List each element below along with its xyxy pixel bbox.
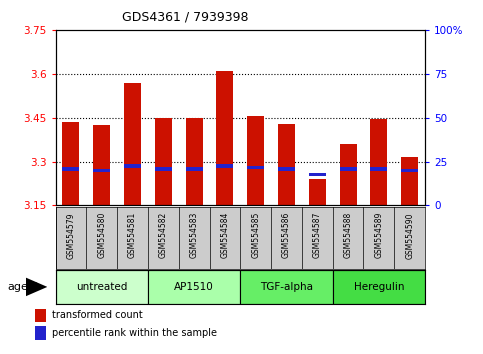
Bar <box>401 169 418 172</box>
Bar <box>278 167 295 171</box>
Text: GSM554590: GSM554590 <box>405 212 414 258</box>
Text: GSM554584: GSM554584 <box>220 212 229 258</box>
Bar <box>124 164 141 168</box>
Bar <box>62 122 79 205</box>
Text: GSM554589: GSM554589 <box>374 212 384 258</box>
Bar <box>340 144 356 205</box>
Text: GSM554587: GSM554587 <box>313 212 322 258</box>
Bar <box>62 167 79 171</box>
Bar <box>340 167 356 171</box>
Text: GSM554586: GSM554586 <box>282 212 291 258</box>
Bar <box>155 118 172 205</box>
Bar <box>35 309 46 322</box>
Text: GSM554581: GSM554581 <box>128 212 137 258</box>
Text: GSM554585: GSM554585 <box>251 212 260 258</box>
Bar <box>309 179 326 205</box>
Bar <box>247 166 264 169</box>
Bar <box>216 164 233 168</box>
Bar <box>148 270 241 304</box>
Bar <box>185 118 202 205</box>
Text: TGF-alpha: TGF-alpha <box>260 282 313 292</box>
Bar <box>56 270 148 304</box>
Bar <box>278 124 295 205</box>
Text: untreated: untreated <box>76 282 128 292</box>
Text: GDS4361 / 7939398: GDS4361 / 7939398 <box>122 10 248 23</box>
Bar <box>155 167 172 171</box>
Text: Heregulin: Heregulin <box>354 282 404 292</box>
Text: AP1510: AP1510 <box>174 282 214 292</box>
Text: GSM554582: GSM554582 <box>159 212 168 258</box>
Bar <box>185 167 202 171</box>
Polygon shape <box>26 278 47 296</box>
Bar <box>35 326 46 340</box>
Text: GSM554580: GSM554580 <box>97 212 106 258</box>
Bar <box>93 125 110 205</box>
Text: GSM554579: GSM554579 <box>67 212 75 258</box>
Bar <box>240 270 333 304</box>
Bar <box>370 167 387 171</box>
Bar <box>309 173 326 176</box>
Bar <box>401 157 418 205</box>
Text: GSM554583: GSM554583 <box>190 212 199 258</box>
Bar <box>124 82 141 205</box>
Bar <box>93 169 110 172</box>
Bar <box>216 71 233 205</box>
Bar <box>333 270 425 304</box>
Bar <box>247 116 264 205</box>
Text: agent: agent <box>7 282 40 292</box>
Text: percentile rank within the sample: percentile rank within the sample <box>52 328 217 338</box>
Text: transformed count: transformed count <box>52 310 143 320</box>
Bar <box>370 119 387 205</box>
Text: GSM554588: GSM554588 <box>343 212 353 258</box>
